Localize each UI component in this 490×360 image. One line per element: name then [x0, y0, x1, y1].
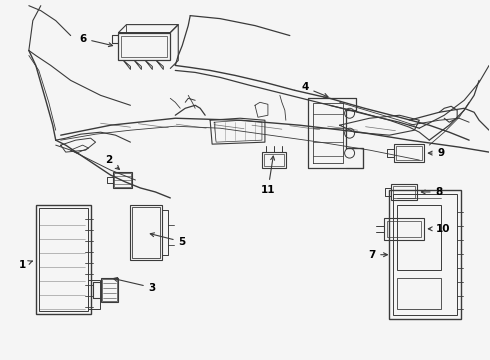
- Bar: [397, 278, 441, 310]
- Bar: [393, 186, 416, 198]
- Bar: [394, 144, 424, 162]
- Bar: [113, 172, 132, 188]
- Bar: [132, 207, 160, 258]
- Text: 11: 11: [261, 156, 275, 195]
- Bar: [393, 194, 457, 315]
- Text: 1: 1: [19, 260, 32, 270]
- Bar: [122, 36, 167, 58]
- Bar: [264, 154, 284, 166]
- Bar: [397, 205, 441, 270]
- Bar: [100, 278, 119, 302]
- Bar: [114, 173, 131, 187]
- Text: 8: 8: [421, 187, 443, 197]
- Bar: [36, 205, 91, 315]
- Bar: [262, 152, 286, 168]
- Text: 10: 10: [428, 224, 450, 234]
- Text: 7: 7: [368, 250, 388, 260]
- Bar: [388, 221, 421, 237]
- Text: 2: 2: [105, 155, 120, 170]
- Bar: [119, 32, 171, 60]
- Bar: [396, 146, 422, 160]
- Text: 5: 5: [150, 233, 186, 247]
- Bar: [88, 280, 99, 310]
- Text: 9: 9: [428, 148, 445, 158]
- Text: 3: 3: [114, 278, 156, 293]
- Bar: [130, 205, 162, 260]
- Text: 4: 4: [301, 82, 328, 97]
- Bar: [39, 208, 88, 311]
- Bar: [101, 279, 118, 301]
- Text: 6: 6: [79, 33, 113, 46]
- Bar: [390, 190, 461, 319]
- Bar: [385, 218, 424, 240]
- Bar: [392, 184, 417, 200]
